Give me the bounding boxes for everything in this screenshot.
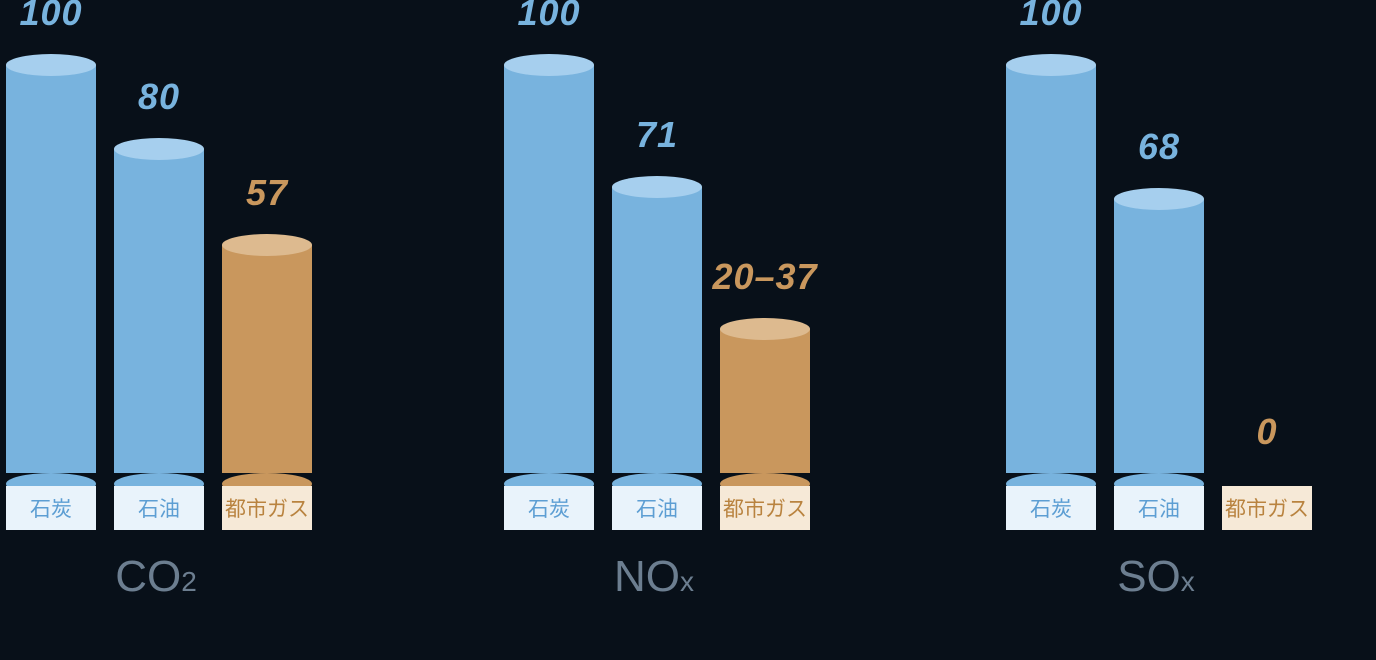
category-label-gas: 都市ガス bbox=[1222, 486, 1312, 530]
bar-value-label: 57 bbox=[177, 172, 357, 214]
bar-value-label: 71 bbox=[567, 114, 747, 156]
bar-co2-coal: 100 bbox=[6, 54, 96, 484]
bar-nox-gas: 20–37 bbox=[720, 318, 810, 484]
chart-panel-co2: 10080 57 石炭石油都市ガス CO2 bbox=[0, 4, 370, 606]
category-label-gas: 都市ガス bbox=[222, 486, 312, 530]
panel-title-main: NO bbox=[614, 552, 680, 601]
category-label-oil: 石油 bbox=[612, 486, 702, 530]
bar-co2-gas: 57 bbox=[222, 234, 312, 484]
bar-sox-gas: 0 bbox=[1222, 473, 1312, 484]
panel-title-main: CO bbox=[115, 552, 181, 601]
panel-title-nox: NOx bbox=[498, 552, 810, 602]
bar-value-label: 100 bbox=[961, 0, 1141, 34]
panel-title-sox: SOx bbox=[1000, 552, 1312, 602]
bar-nox-oil: 71 bbox=[612, 176, 702, 484]
bar-value-label: 20–37 bbox=[675, 256, 855, 298]
chart-panel-nox: 1007120–37石炭石油都市ガスNOx bbox=[498, 4, 868, 606]
category-label-coal: 石炭 bbox=[504, 486, 594, 530]
category-label-oil: 石油 bbox=[1114, 486, 1204, 530]
bar-sox-coal: 100 bbox=[1006, 54, 1096, 484]
bar-value-label: 100 bbox=[459, 0, 639, 34]
panel-title-main: SO bbox=[1117, 552, 1181, 601]
panel-title-sub: x bbox=[1181, 566, 1195, 597]
chart-panel-sox: 10068 0 石炭石油都市ガス SOx bbox=[1000, 4, 1370, 606]
panel-title-sub: x bbox=[680, 566, 694, 597]
bar-value-label: 0 bbox=[1177, 411, 1357, 453]
category-label-coal: 石炭 bbox=[1006, 486, 1096, 530]
bar-value-label: 80 bbox=[69, 76, 249, 118]
category-label-oil: 石油 bbox=[114, 486, 204, 530]
bar-value-label: 68 bbox=[1069, 126, 1249, 168]
category-label-coal: 石炭 bbox=[6, 486, 96, 530]
category-label-gas: 都市ガス bbox=[720, 486, 810, 530]
panel-title-co2: CO2 bbox=[0, 552, 312, 602]
panel-title-sub: 2 bbox=[181, 566, 197, 597]
chart-stage: 1008057石炭石油都市ガスCO21007120–37石炭石油都市ガスNOx1… bbox=[0, 0, 1376, 660]
bar-value-label: 100 bbox=[0, 0, 141, 34]
